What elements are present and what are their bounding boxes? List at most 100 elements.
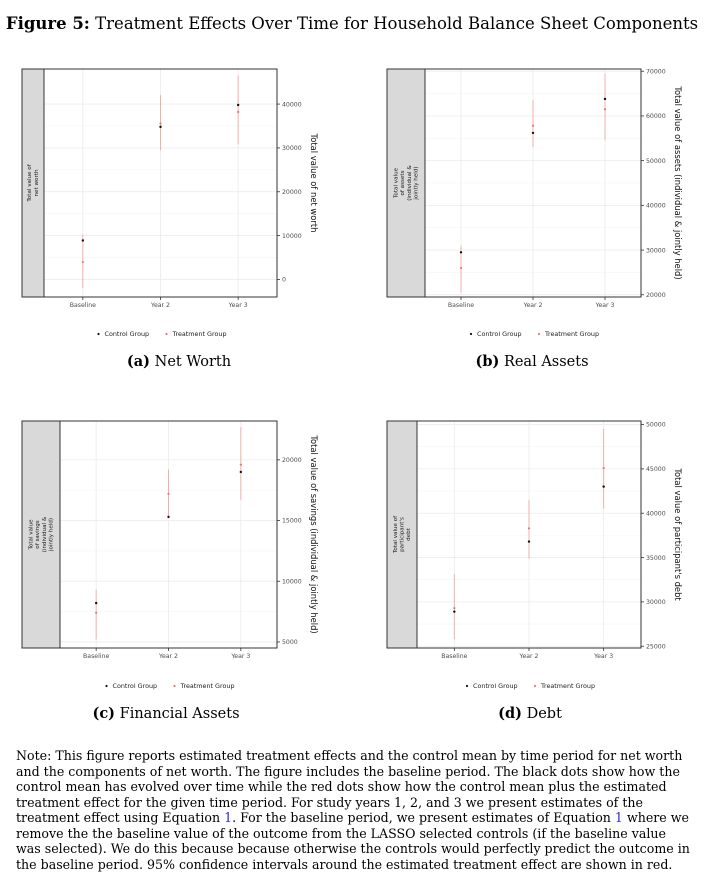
y-tick-label: 40000 <box>646 203 666 210</box>
legend-treatment-key <box>165 332 168 336</box>
x-tick-label: Baseline <box>448 302 474 309</box>
y-tick-label: 15000 <box>282 518 302 525</box>
panel-debt: Total value of participant's debt 25000 3000… <box>386 420 696 700</box>
panel-net-worth: Total value of net worth 0 10000 20000 30000 4… <box>21 68 321 348</box>
x-tick-label: Baseline <box>83 653 109 660</box>
facet-strip-label: net worth <box>34 169 40 196</box>
treatment-point <box>527 527 531 530</box>
x-tick-label: Year 2 <box>158 653 178 660</box>
control-point <box>94 601 98 605</box>
equation-link[interactable]: 1 <box>224 810 233 825</box>
legend-treatment-key <box>537 332 541 336</box>
facet-strip-label: Total value <box>394 167 400 199</box>
legend-treatment-label: Treatment Group <box>172 330 227 338</box>
caption-real-assets: (b) Real Assets <box>382 353 682 370</box>
figure-label: Figure 5: <box>5 14 90 33</box>
treatment-point <box>237 110 240 114</box>
x-tick-label: Year 3 <box>230 653 250 660</box>
scatter-plot: Total value of participant's debt 25000 3000… <box>386 420 683 690</box>
facet-strip <box>386 68 426 298</box>
legend-control-key <box>469 332 473 336</box>
y-tick-label: 20000 <box>282 189 302 196</box>
figure-title: Figure 5: Treatment Effects Over Time fo… <box>0 14 704 33</box>
legend-control-key <box>105 684 108 688</box>
treatment-point <box>239 463 242 466</box>
facet-strip-label: (individual & <box>42 516 48 552</box>
caption-net-worth: (a) Net Worth <box>29 353 329 370</box>
treatment-point <box>602 466 605 470</box>
panel-real-assets: Total value of assets (individual & jointly… <box>386 68 696 348</box>
caption-label: (d) <box>498 705 522 722</box>
y-tick-label: 50000 <box>646 422 666 429</box>
facet-strip-label: Total value <box>29 519 35 551</box>
caption-text: Real Assets <box>503 354 589 370</box>
caption-label: (c) <box>92 705 116 722</box>
x-tick-label: Year 3 <box>594 302 614 309</box>
facet-strip-label: jointly held) <box>48 518 54 552</box>
control-point <box>453 610 456 613</box>
treatment-point <box>95 611 98 614</box>
caption-text: Financial Assets <box>119 706 240 722</box>
facet-strip-label: debt <box>406 527 412 541</box>
control-point <box>603 97 607 101</box>
caption-label: (a) <box>126 353 151 370</box>
control-point <box>531 131 535 135</box>
caption-financial-assets: (c) Financial Assets <box>16 705 316 722</box>
scatter-plot: Total value of assets (individual & jointly… <box>386 68 683 338</box>
note-text-2: . For the baseline period, we present es… <box>232 810 615 825</box>
y-tick-label: 10000 <box>282 578 302 585</box>
facet-strip-label: Total value of <box>393 515 399 554</box>
y-tick-label: 10000 <box>282 233 302 240</box>
figure-note: Note: This figure reports estimated trea… <box>16 748 692 872</box>
y-axis-title: Total value of savings (individual & joi… <box>309 434 319 633</box>
treatment-point <box>453 606 456 610</box>
y-tick-label: 70000 <box>646 68 666 75</box>
y-tick-label: 30000 <box>646 599 666 606</box>
y-tick-label: 35000 <box>646 555 666 562</box>
caption-label: (b) <box>475 353 500 370</box>
y-tick-label: 30000 <box>646 247 666 254</box>
legend-control-label: Control Group <box>477 330 522 338</box>
treatment-point <box>167 492 170 495</box>
x-tick-label: Year 3 <box>228 302 248 309</box>
y-tick-label: 20000 <box>646 292 666 299</box>
x-tick-label: Year 2 <box>518 653 538 660</box>
facet-strip-label: participant's <box>400 517 406 552</box>
y-tick-label: 25000 <box>646 643 666 650</box>
facet-strip-label: of savings <box>35 520 41 548</box>
treatment-point <box>603 108 607 111</box>
legend-treatment-label: Treatment Group <box>544 330 599 338</box>
facet-strip-label: Total value of <box>27 163 33 202</box>
control-point <box>159 125 162 129</box>
note-text-1: Note: This figure reports estimated trea… <box>16 748 683 825</box>
treatment-point <box>459 266 463 270</box>
x-tick-label: Year 2 <box>522 302 542 309</box>
facet-strip <box>386 420 418 649</box>
facet-strip-label: of assets <box>400 170 406 195</box>
legend-control-label: Control Group <box>113 682 158 690</box>
figure-title-text: Treatment Effects Over Time for Househol… <box>95 14 699 33</box>
facet-strip-label: jointly held) <box>413 166 419 200</box>
control-point <box>239 470 243 474</box>
y-tick-label: 60000 <box>646 113 666 120</box>
facet-strip-label: (individual & <box>407 165 413 201</box>
control-point <box>236 103 240 107</box>
control-point <box>602 485 605 488</box>
legend-control-label: Control Group <box>473 682 518 690</box>
caption-text: Net Worth <box>154 354 232 370</box>
legend-treatment-label: Treatment Group <box>180 682 235 690</box>
x-tick-label: Baseline <box>70 302 96 309</box>
y-tick-label: 0 <box>282 277 286 284</box>
caption-text: Debt <box>526 706 562 722</box>
control-point <box>459 251 463 254</box>
facet-strip <box>21 420 61 649</box>
treatment-point <box>531 124 535 127</box>
equation-link[interactable]: 1 <box>614 810 623 825</box>
legend-control-key <box>97 332 100 336</box>
treatment-point <box>159 122 162 125</box>
legend-control-label: Control Group <box>105 330 150 338</box>
control-point <box>527 540 531 543</box>
scatter-plot: Total value of savings (individual & jointl… <box>21 420 319 690</box>
control-point <box>167 515 170 519</box>
y-tick-label: 45000 <box>646 466 666 473</box>
